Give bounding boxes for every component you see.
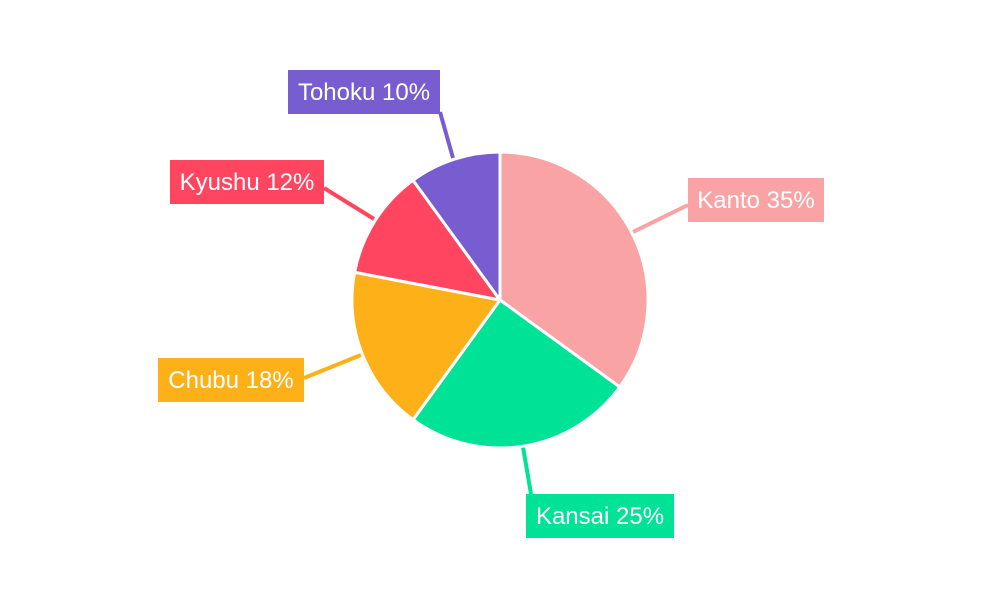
data-label: Kyushu 12%: [180, 169, 315, 196]
leader-line: [303, 353, 362, 380]
data-label: Kansai 25%: [536, 503, 664, 530]
data-label-box: [170, 160, 324, 204]
pie-slice-chubu[interactable]: [350, 270, 502, 422]
pie-slice-kyushu[interactable]: [353, 178, 502, 302]
data-label: Tohoku 10%: [298, 79, 430, 106]
leader-line: [632, 203, 689, 234]
data-label-box: [288, 70, 440, 114]
slices: [350, 150, 650, 450]
leader-line: [322, 186, 376, 221]
data-label: Chubu 18%: [168, 367, 293, 394]
labels: Kanto 35% Kansai 25% Chubu 18% Kyushu 12% To…: [158, 70, 824, 538]
data-label-box: [688, 178, 824, 222]
pie-slice-kansai[interactable]: [411, 298, 622, 450]
pie-slice-tohoku[interactable]: [411, 150, 502, 302]
data-label-box: [526, 494, 674, 538]
data-label: Kanto 35%: [697, 187, 814, 214]
leader-line: [438, 111, 455, 159]
leader-line: [521, 446, 533, 495]
data-label-box: [158, 358, 304, 402]
pie-slice-kanto[interactable]: [498, 150, 650, 389]
